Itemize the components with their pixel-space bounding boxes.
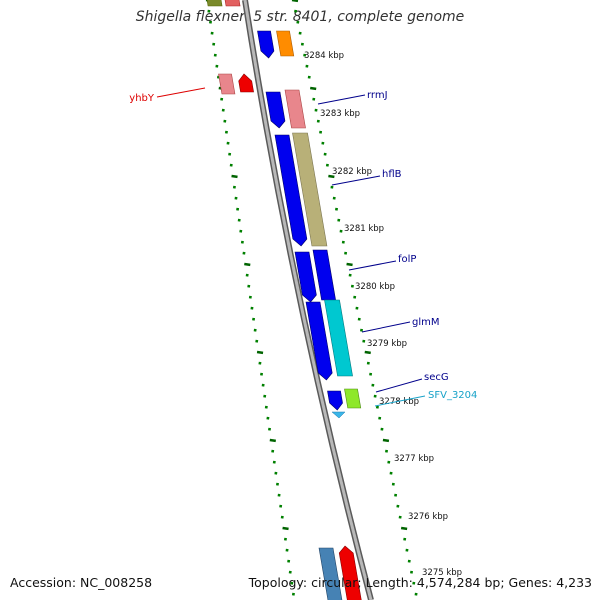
- misc-feature: [331, 411, 346, 419]
- gene-label: glmM: [412, 317, 440, 328]
- ruler-tick: [269, 438, 276, 443]
- gene-label: folP: [398, 254, 416, 265]
- cds-feature: [338, 545, 362, 600]
- gene-label: rrmJ: [367, 90, 388, 101]
- gene-label-leader: [331, 175, 381, 186]
- cds-feature: [327, 390, 343, 411]
- ruler-tick: [291, 0, 299, 3]
- ruler-tick: [400, 526, 408, 531]
- gene-label-leader: [374, 395, 426, 407]
- scale-tick-label: 3277 kbp: [394, 454, 434, 464]
- cds-feature: [284, 89, 306, 129]
- gene-label-leader: [348, 260, 397, 271]
- accession-label: Accession: NC_008258: [10, 575, 153, 590]
- backbone: [243, 0, 373, 600]
- cds-feature: [324, 299, 353, 377]
- ruler-tick: [231, 174, 238, 179]
- map-title: Shigella flexneri 5 str. 8401, complete …: [135, 9, 465, 25]
- scale-tick-label: 3283 kbp: [320, 109, 360, 119]
- gene-label: secG: [424, 372, 449, 383]
- cds-feature: [344, 388, 362, 409]
- feature-block: [206, 0, 223, 7]
- gene-label-leader: [317, 94, 366, 105]
- cds-feature: [292, 132, 328, 247]
- gene-label-leader: [375, 378, 423, 393]
- gene-label-leader: [361, 321, 411, 333]
- ruler-tick: [382, 438, 390, 443]
- ruler-tick: [244, 262, 251, 267]
- scale-tick-label: 3282 kbp: [332, 167, 372, 177]
- cds-feature: [218, 73, 236, 95]
- cds-feature: [257, 30, 275, 59]
- cds-feature: [274, 134, 308, 247]
- gene-label: yhbY: [129, 93, 155, 104]
- ruler-tick: [309, 86, 317, 91]
- gene-label: SFV_3204: [428, 390, 477, 401]
- gene-label-leader: [156, 87, 206, 98]
- cds-feature: [305, 301, 333, 381]
- scale-tick-label: 3280 kbp: [355, 282, 395, 292]
- cds-feature: [312, 249, 336, 301]
- feature-block: [224, 0, 241, 7]
- ruler-tick: [364, 350, 371, 355]
- scale-tick-label: 3281 kbp: [344, 224, 384, 234]
- scale-tick-label: 3279 kbp: [367, 339, 407, 349]
- ruler-tick: [346, 262, 353, 267]
- scale-tick-label: 3275 kbp: [422, 568, 462, 578]
- scale-tick-label: 3278 kbp: [379, 397, 419, 407]
- cds-feature: [318, 547, 343, 600]
- cds-feature: [265, 91, 286, 129]
- cds-feature: [294, 251, 317, 303]
- ruler-tick: [328, 174, 335, 179]
- scale-tick-label: 3284 kbp: [304, 51, 344, 61]
- cds-feature: [276, 30, 295, 57]
- genome-stats-label: Topology: circular; Length: 4,574,284 bp…: [248, 575, 592, 590]
- scale-tick-label: 3276 kbp: [408, 512, 448, 522]
- ruler-tick: [282, 526, 289, 531]
- gene-label: hflB: [382, 169, 402, 180]
- cds-feature: [238, 73, 254, 93]
- ruler-tick: [256, 350, 264, 355]
